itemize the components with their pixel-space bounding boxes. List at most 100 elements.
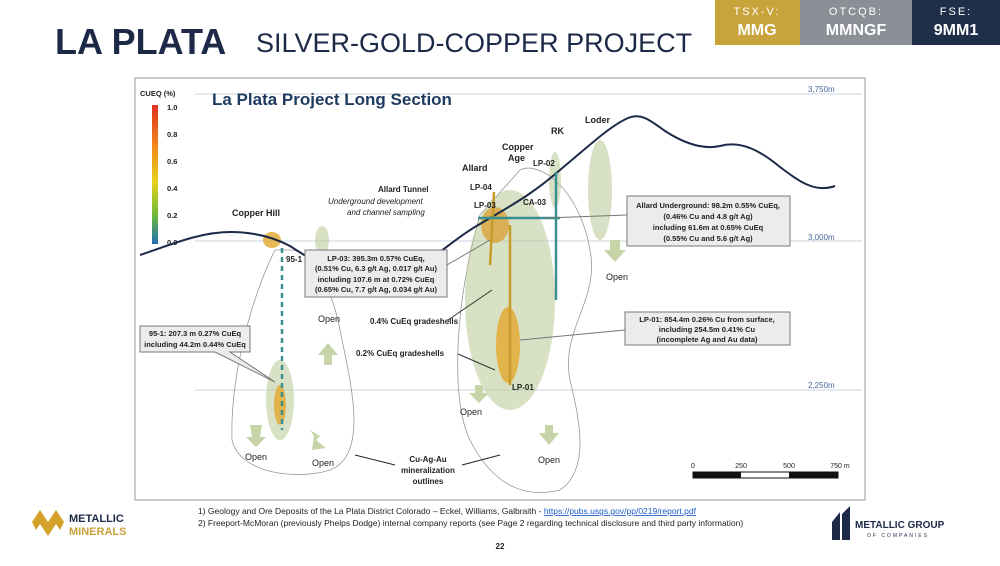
place-label: Copper Hill [232, 208, 280, 218]
ticker-symbol: MMG [737, 22, 776, 39]
shell [315, 226, 329, 254]
place-label: Allard [462, 163, 488, 173]
logo-text: METALLIC [69, 513, 124, 525]
footnote-text: 1) Geology and Ore Deposits of the La Pl… [198, 506, 544, 516]
legend-label: CUEQ (%) [140, 89, 176, 98]
logo-mark [32, 510, 64, 536]
place-label: Loder [585, 115, 610, 125]
arrow [310, 430, 326, 450]
callout-text: (0.65% Cu, 7.7 g/t Ag, 0.034 g/t Au) [315, 285, 437, 294]
title-rest: SILVER-GOLD-COPPER PROJECT [256, 28, 692, 58]
arrow [318, 343, 338, 365]
tunnel-text: Underground development [328, 197, 424, 206]
scale-label: 250 [735, 463, 747, 470]
section-title: La Plata Project Long Section [212, 90, 452, 109]
hole-label: LP-01 [512, 383, 534, 392]
arrow [539, 425, 559, 445]
callouts: Allard Underground: 98.2m 0.55% CuEq, (0… [139, 195, 791, 383]
drill-hole [488, 191, 496, 266]
place-label: Age [508, 153, 525, 163]
pointer [447, 289, 493, 321]
open-label: Open [245, 452, 267, 462]
callout-text: (0.55% Cu and 5.6 g/t Ag) [663, 234, 753, 243]
colorbar [152, 105, 158, 244]
callout-text: including 44.2m 0.44% CuEq [144, 340, 246, 349]
shell [481, 207, 509, 243]
ticker-symbol: 9MM1 [934, 22, 979, 39]
callout-text: 95-1: 207.3 m 0.27% CuEq [149, 329, 242, 338]
outline-label: Cu-Ag-Au [409, 455, 446, 464]
gradeshell-label: 0.4% CuEq gradeshells [370, 317, 459, 326]
ticker-box [912, 0, 1000, 45]
terrain [139, 115, 836, 284]
callout-text: (incomplete Ag and Au data) [656, 335, 758, 344]
legend-tick: 0.0 [167, 238, 177, 247]
logo-mark [832, 506, 850, 540]
elevation-label: 2,250m [808, 381, 835, 390]
logo-text: MINERALS [69, 526, 126, 538]
callout-text: (0.46% Cu and 4.8 g/t Ag) [663, 212, 753, 221]
ticker-box [800, 0, 912, 45]
legend-tick: 1.0 [167, 103, 177, 112]
callout-box [304, 249, 448, 298]
tunnel-text: and channel sampling [347, 208, 425, 217]
ticker-exchange: FSE: [940, 6, 972, 18]
arrow [469, 385, 489, 403]
scale-label: 750 m [830, 463, 850, 470]
drill-holes [280, 172, 560, 430]
elevation-label: 3,000m [808, 233, 835, 242]
pointer [457, 353, 496, 371]
hole-label: LP-04 [470, 183, 492, 192]
outline-label: mineralization [401, 466, 455, 475]
legend-tick: 0.6 [167, 157, 177, 166]
logo-text: OF COMPANIES [867, 533, 929, 539]
ticker-box [715, 0, 800, 45]
callout-box [626, 195, 791, 247]
open-arrows [246, 240, 626, 450]
footnote: 1) Geology and Ore Deposits of the La Pl… [198, 506, 697, 516]
shell [274, 385, 286, 425]
scale-segment [693, 472, 741, 478]
scale-label: 500 [783, 463, 795, 470]
callout-text: Allard Underground: 98.2m 0.55% CuEq, [636, 201, 780, 210]
hole-label: LP-02 [533, 159, 555, 168]
legend-tick: 0.2 [167, 211, 177, 220]
open-label: Open [318, 314, 340, 324]
place-label: RK [551, 126, 564, 136]
callout-box [624, 311, 791, 346]
ticker-exchange: OTCQB: [829, 6, 883, 18]
tunnel-title: Allard Tunnel [378, 185, 429, 194]
arrow [604, 240, 626, 262]
hole-label: LP-03 [474, 201, 496, 210]
legend-tick: 0.8 [167, 130, 177, 139]
pointer [446, 239, 491, 266]
gradeshell-label: 0.2% CuEq gradeshells [356, 349, 445, 358]
pointer [519, 329, 626, 341]
outline [457, 167, 592, 493]
open-label: Open [606, 272, 628, 282]
footnote-link[interactable]: https://pubs.usgs.gov/pp/0219/report.pdf [544, 506, 697, 516]
callout-text: LP-01: 854.4m 0.26% Cu from surface, [639, 315, 774, 324]
pointer [461, 454, 501, 466]
callout-text: including 61.6m at 0.65% CuEq [653, 223, 764, 232]
title-bold: LA PLATA [55, 21, 226, 62]
callout-text: (0.51% Cu, 6.3 g/t Ag, 0.017 g/t Au) [315, 264, 437, 273]
callout-text: including 107.6 m at 0.72% CuEq [318, 275, 435, 284]
scale-label: 0 [691, 463, 695, 470]
logo-text: METALLIC GROUP [855, 520, 945, 531]
callout-box [139, 325, 276, 383]
elevation-label: 3,750m [808, 85, 835, 94]
open-label: Open [538, 455, 560, 465]
hole-label: 95-1 [286, 255, 303, 264]
arrow [246, 425, 266, 447]
ticker-exchange: TSX-V: [733, 6, 780, 18]
footnote: 2) Freeport-McMoran (previously Phelps D… [198, 518, 743, 528]
pointer [354, 454, 396, 466]
callout-text: including 254.5m 0.41% Cu [659, 325, 756, 334]
place-label: Copper [502, 142, 534, 152]
ticker-symbol: MMNGF [826, 22, 887, 39]
callout-text: LP-03: 395.3m 0.57% CuEq, [327, 254, 425, 263]
shell [496, 307, 520, 383]
